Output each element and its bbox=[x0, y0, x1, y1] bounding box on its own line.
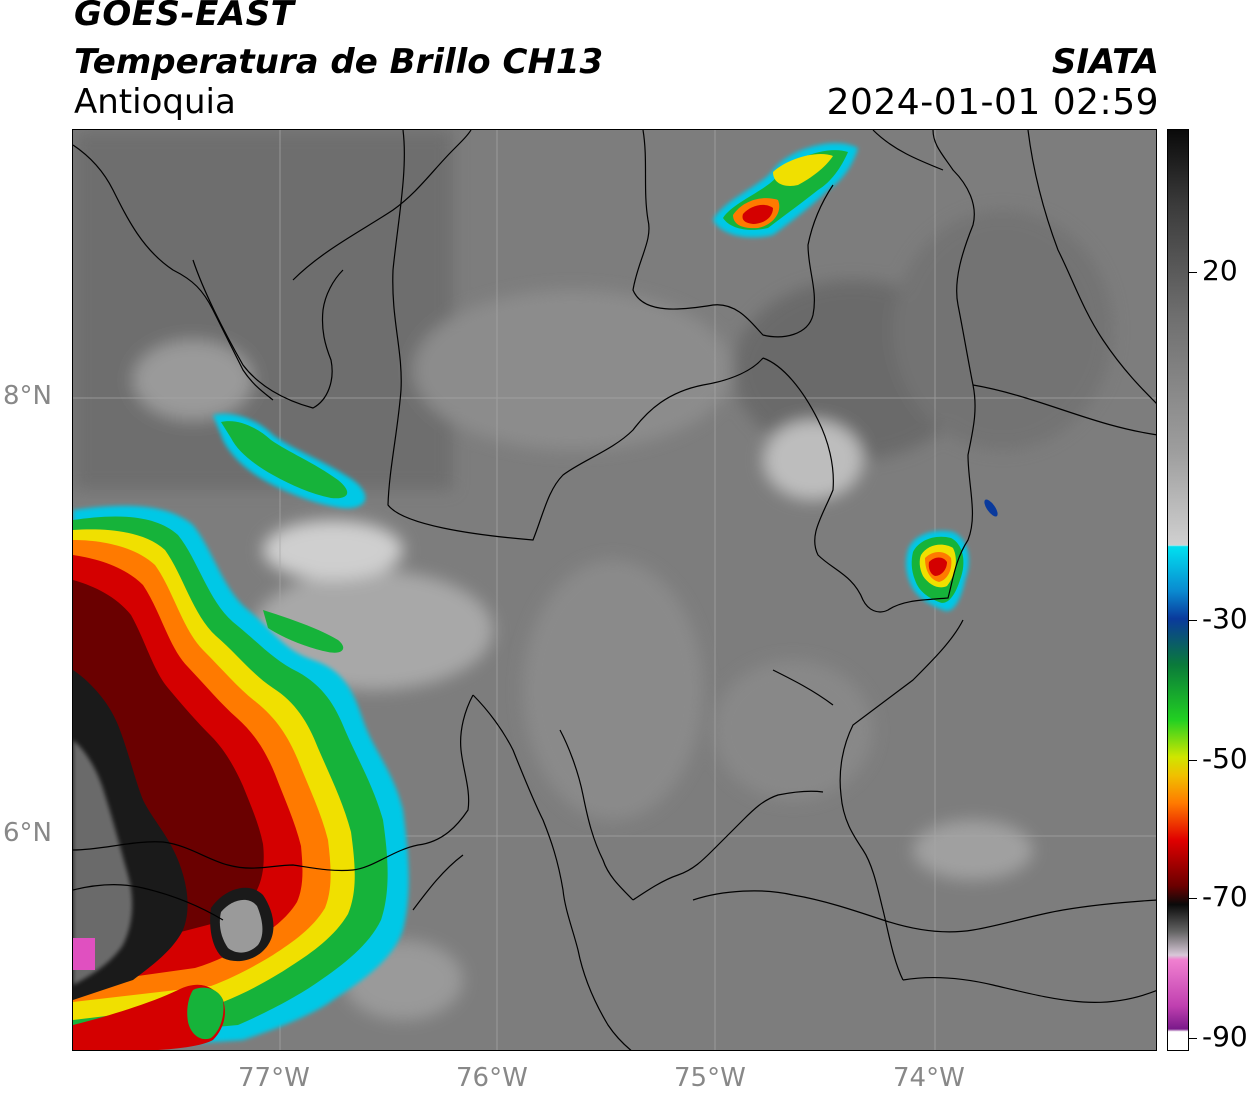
colorbar bbox=[1167, 129, 1189, 1051]
lon-label-74w: 74°W bbox=[893, 1063, 965, 1093]
gray-texture bbox=[73, 130, 1113, 1020]
cb-label-m30: -30 bbox=[1202, 602, 1248, 635]
region-label: Antioquia bbox=[74, 82, 236, 122]
title-block: GOES-EAST Temperatura de Brillo CH13 Ant… bbox=[74, 0, 1159, 128]
lon-label-75w: 75°W bbox=[674, 1063, 746, 1093]
product-title: Temperatura de Brillo CH13 bbox=[74, 42, 604, 82]
cb-tick-20 bbox=[1189, 272, 1197, 273]
cb-tick-m70 bbox=[1189, 898, 1197, 899]
organization-label: SIATA bbox=[1051, 42, 1159, 82]
lon-label-76w: 76°W bbox=[456, 1063, 528, 1093]
lat-label-8n: 8°N bbox=[3, 381, 52, 411]
cb-tick-m50 bbox=[1189, 760, 1197, 761]
storm-cell-north bbox=[713, 143, 858, 238]
map-canvas bbox=[73, 130, 1156, 1050]
cb-tick-m90 bbox=[1189, 1038, 1197, 1039]
cb-label-m70: -70 bbox=[1202, 880, 1248, 913]
storm-cell-east bbox=[906, 499, 998, 611]
cb-label-20: 20 bbox=[1202, 254, 1238, 287]
lat-label-6n: 6°N bbox=[3, 818, 52, 848]
political-boundaries bbox=[73, 130, 1156, 1050]
cb-label-m50: -50 bbox=[1202, 742, 1248, 775]
lon-label-77w: 77°W bbox=[238, 1063, 310, 1093]
cb-label-m90: -90 bbox=[1202, 1020, 1248, 1053]
datetime-label: 2024-01-01 02:59 bbox=[826, 82, 1159, 123]
satellite-map bbox=[72, 129, 1157, 1051]
colorbar-gradient bbox=[1168, 130, 1188, 1050]
satellite-title: GOES-EAST bbox=[74, 0, 295, 34]
cb-tick-m30 bbox=[1189, 620, 1197, 621]
